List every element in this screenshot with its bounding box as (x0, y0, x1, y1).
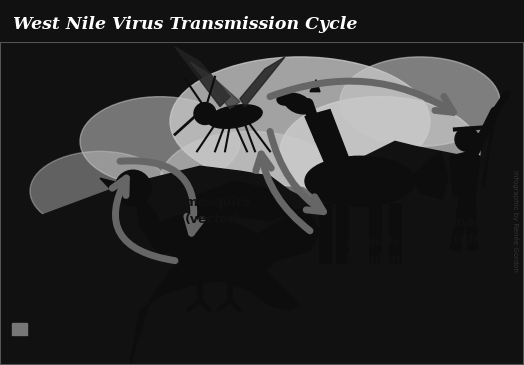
Circle shape (115, 170, 151, 206)
Polygon shape (310, 80, 320, 92)
Text: Infographic by Renée Gordon: Infographic by Renée Gordon (511, 170, 519, 272)
Polygon shape (310, 141, 524, 365)
Polygon shape (0, 166, 524, 365)
Ellipse shape (170, 57, 430, 186)
Ellipse shape (284, 93, 312, 114)
Ellipse shape (157, 215, 274, 276)
Polygon shape (100, 178, 123, 194)
Circle shape (455, 127, 479, 151)
Ellipse shape (277, 94, 293, 105)
Text: humans
(incidental
infection): humans (incidental infection) (435, 216, 510, 263)
Polygon shape (240, 57, 285, 107)
Ellipse shape (30, 151, 170, 231)
Text: animals
(incidental
infection): animals (incidental infection) (345, 236, 420, 283)
Text: West Nile Virus Transmission Cycle: West Nile Virus Transmission Cycle (13, 16, 357, 33)
Polygon shape (185, 181, 295, 226)
Ellipse shape (305, 156, 415, 206)
Polygon shape (450, 151, 480, 196)
Polygon shape (175, 47, 230, 107)
Polygon shape (190, 62, 240, 108)
Text: mosquito
(vector): mosquito (vector) (185, 196, 250, 226)
Polygon shape (305, 110, 348, 163)
Ellipse shape (340, 57, 500, 146)
Bar (12, 323, 27, 335)
Ellipse shape (208, 105, 262, 128)
Text: birds
(virus
reservoir): birds (virus reservoir) (176, 310, 245, 357)
Polygon shape (412, 151, 448, 199)
Ellipse shape (160, 131, 340, 231)
Polygon shape (130, 246, 300, 365)
Polygon shape (255, 206, 320, 261)
Polygon shape (135, 191, 170, 256)
Text: West Nile virus: West Nile virus (32, 324, 110, 334)
Ellipse shape (80, 97, 240, 186)
Ellipse shape (280, 97, 480, 206)
Circle shape (194, 103, 216, 124)
